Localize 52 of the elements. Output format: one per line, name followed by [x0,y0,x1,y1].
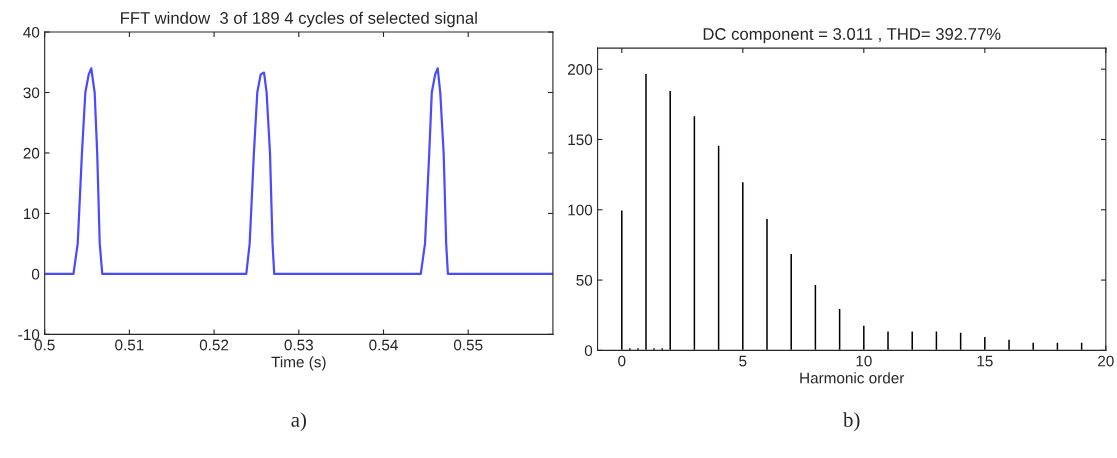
x-tick-label: 0.52 [199,339,229,351]
x-tick-label: 15 [977,355,993,367]
y-tick-label: 200 [568,64,593,75]
bar [1031,341,1036,351]
x-tick-label: 0.51 [115,339,144,351]
bar [619,209,624,351]
bar [716,144,721,351]
text: a) [291,412,306,432]
bar [910,329,915,351]
bar [1006,338,1012,351]
x-tick-label: 0.5 [34,339,55,351]
bar [692,114,697,351]
bar [934,329,939,351]
bar [837,307,842,351]
x-axis-title: Time (s) [271,356,326,371]
bar [861,324,866,351]
bar [813,283,818,351]
y-tick-label: -10 [18,329,40,341]
y-tick-label: 0 [31,268,40,280]
x-tick-label: 5 [739,355,747,367]
line-series [44,67,553,275]
x-tick-label: 0 [618,355,626,367]
bar [635,346,641,351]
bar [1079,341,1084,351]
bar [885,329,891,351]
bar [789,252,794,351]
bar [627,346,632,351]
y-tick-label: 40 [23,26,40,38]
y-tick-label: 10 [23,208,40,220]
x-tick-label: 0.54 [369,339,398,351]
y-tick-label: 50 [576,274,593,286]
bar [764,217,770,351]
y-tick-label: 20 [23,147,40,159]
y-tick-label: 30 [23,87,40,99]
y-tick-label: 150 [568,134,593,146]
text: b) [843,412,860,432]
x-tick-label: 10 [856,355,872,367]
x-tick-label: 20 [1098,355,1114,367]
x-tick-label: 0.53 [284,339,313,351]
bar [651,346,657,351]
bar [740,180,745,351]
chart-title: FFT window 3 of 189 4 cycles of selected signal [121,11,477,28]
bar [643,72,649,351]
bar [668,89,673,351]
bar [982,335,987,351]
bar [660,346,665,351]
bar [958,331,963,351]
y-tick-label: 100 [568,204,593,216]
x-tick-label: 0.55 [453,339,483,351]
bar [1055,341,1060,351]
chart-title: DC component = 3.011 , THD= 392.77% [703,28,1001,44]
x-axis-title: Harmonic order [800,372,905,384]
